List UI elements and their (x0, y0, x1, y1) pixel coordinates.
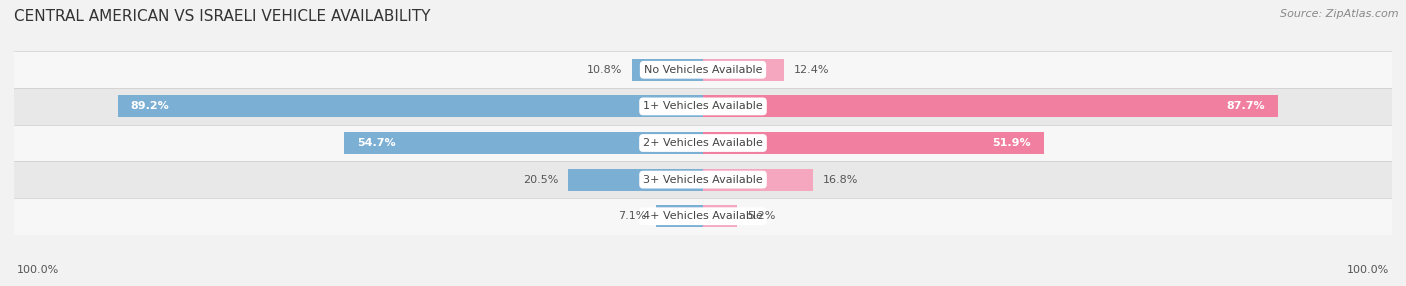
Bar (703, 96, 1278, 117)
Bar (14, 125, 1392, 161)
Text: Source: ZipAtlas.com: Source: ZipAtlas.com (1281, 9, 1399, 19)
Bar (703, 169, 813, 190)
Text: 87.7%: 87.7% (1226, 102, 1265, 111)
Text: CENTRAL AMERICAN VS ISRAELI VEHICLE AVAILABILITY: CENTRAL AMERICAN VS ISRAELI VEHICLE AVAI… (14, 9, 430, 23)
Text: 4+ Vehicles Available: 4+ Vehicles Available (643, 211, 763, 221)
Text: 2+ Vehicles Available: 2+ Vehicles Available (643, 138, 763, 148)
Bar (633, 59, 703, 81)
Bar (14, 51, 1392, 88)
Text: 7.1%: 7.1% (619, 211, 647, 221)
Bar (118, 96, 703, 117)
Bar (14, 88, 1392, 125)
Text: 51.9%: 51.9% (991, 138, 1031, 148)
Bar (14, 161, 1392, 198)
Bar (568, 169, 703, 190)
Text: 89.2%: 89.2% (131, 102, 170, 111)
Text: 20.5%: 20.5% (523, 175, 558, 184)
Text: 100.0%: 100.0% (1347, 265, 1389, 275)
Text: 16.8%: 16.8% (823, 175, 859, 184)
Text: 3+ Vehicles Available: 3+ Vehicles Available (643, 175, 763, 184)
Text: 54.7%: 54.7% (357, 138, 396, 148)
Bar (703, 132, 1043, 154)
Text: 5.2%: 5.2% (747, 211, 775, 221)
Text: No Vehicles Available: No Vehicles Available (644, 65, 762, 75)
Text: 12.4%: 12.4% (794, 65, 830, 75)
Bar (344, 132, 703, 154)
Bar (703, 205, 737, 227)
Bar (703, 59, 785, 81)
Text: 1+ Vehicles Available: 1+ Vehicles Available (643, 102, 763, 111)
Text: 100.0%: 100.0% (17, 265, 59, 275)
Bar (657, 205, 703, 227)
Bar (14, 198, 1392, 235)
Text: 10.8%: 10.8% (586, 65, 623, 75)
